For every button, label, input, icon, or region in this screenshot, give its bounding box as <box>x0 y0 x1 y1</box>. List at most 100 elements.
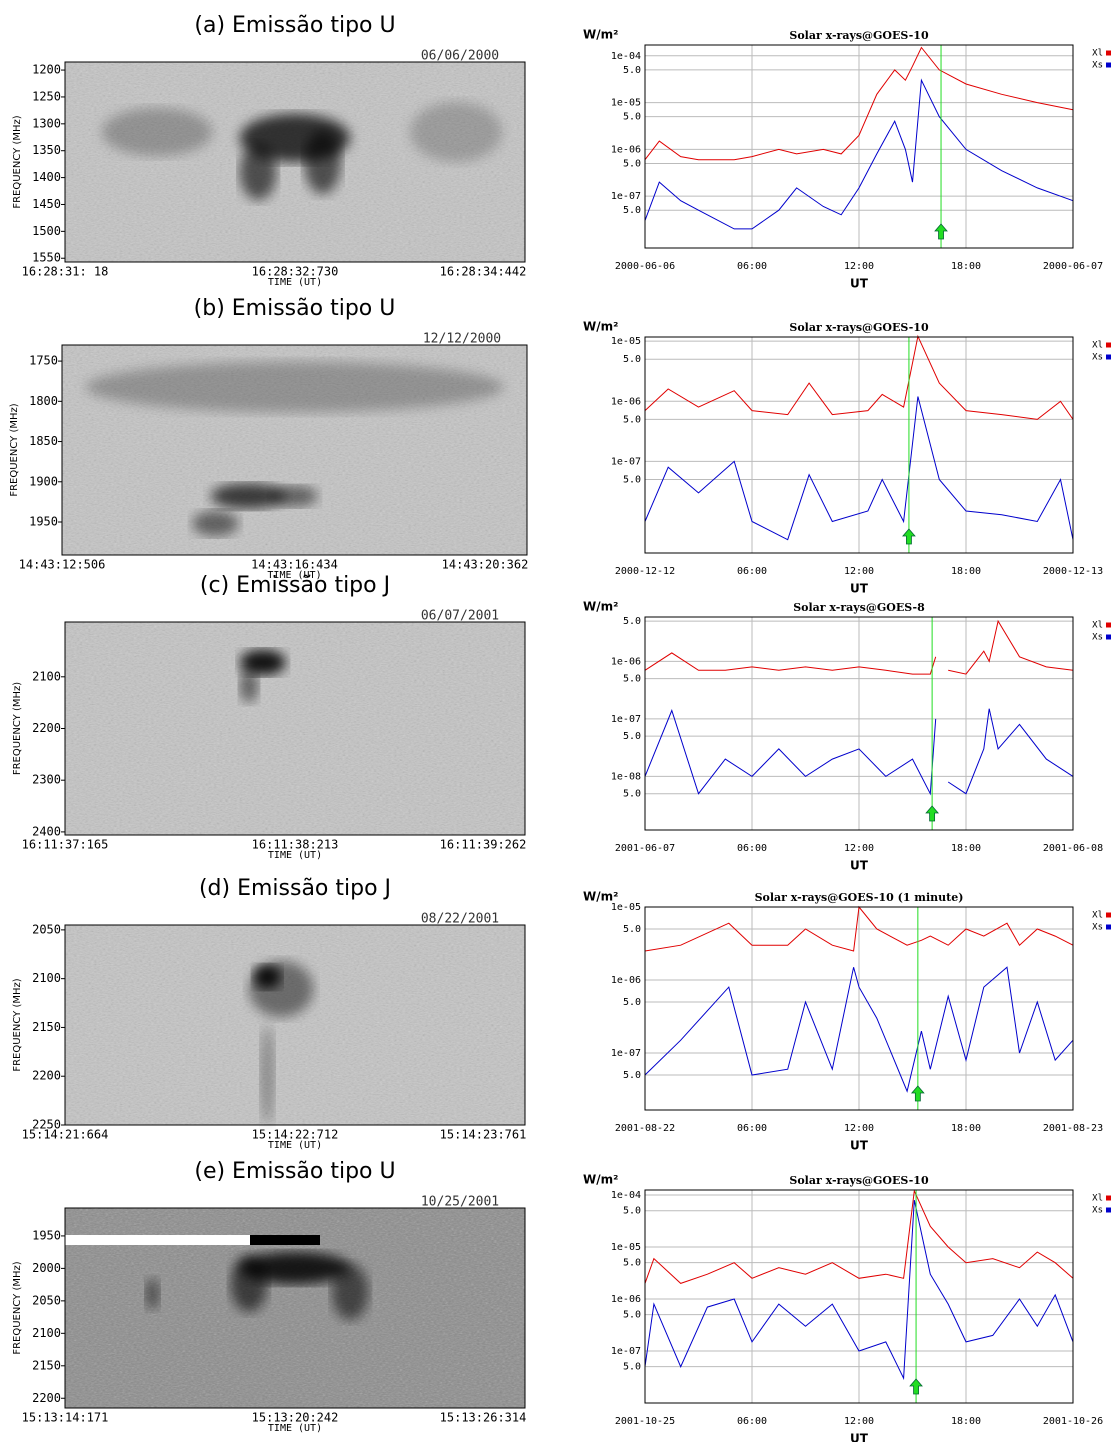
date-label: 06/07/2001 <box>421 609 499 624</box>
y-tick-label: 5.0 <box>623 65 641 76</box>
x-tick-label: 16:28:32:730 <box>252 265 339 279</box>
y-tick-label: 5.0 <box>623 1258 641 1269</box>
x-tick-label: 15:13:26:314 <box>440 1411 527 1425</box>
x-axis-label: TIME (UT) <box>268 1423 322 1434</box>
y-tick-label: 1e-07 <box>611 714 641 725</box>
y-tick-label: 5.0 <box>623 616 641 627</box>
y-tick-label: 2200 <box>32 721 61 735</box>
x-tick-label: 06:00 <box>737 566 767 577</box>
spectrogram-panel: (c) Emissão tipo J 06/07/2001 2100 2200 2300… <box>12 573 526 861</box>
y-axis-label: FREQUENCY (MHz) <box>12 115 23 208</box>
chart-title: Solar x-rays@GOES-10 <box>789 29 929 42</box>
y-tick-label: 1800 <box>29 394 58 408</box>
panel-title: (c) Emissão tipo J <box>200 573 390 598</box>
date-label: 06/06/2000 <box>421 49 499 64</box>
y-tick-label: 1e-07 <box>611 456 641 467</box>
x-tick-label: 15:14:23:761 <box>440 1128 527 1142</box>
spectrogram-panel: (d) Emissão tipo J 08/22/2001 2050 2100 2150… <box>12 876 526 1151</box>
y-tick-label: 1e-04 <box>611 51 641 62</box>
y-tick-label: 1e-06 <box>611 975 641 986</box>
legend-label: Xs <box>1092 1206 1103 1216</box>
x-tick-label: 18:00 <box>951 1123 981 1134</box>
event-arrow <box>934 223 948 240</box>
burst-emission <box>210 483 286 509</box>
y-tick-label: 2100 <box>32 669 61 683</box>
y-tick-label: 1250 <box>32 89 61 103</box>
flux-line <box>644 905 1074 952</box>
date-label: 10/25/2001 <box>421 1195 499 1210</box>
x-tick-label: 18:00 <box>951 261 981 272</box>
x-tick-label: 14:43:12:506 <box>19 558 106 572</box>
x-tick-label: 15:14:22:712 <box>252 1128 339 1142</box>
legend-swatch <box>1106 342 1111 348</box>
event-arrow <box>909 1378 923 1395</box>
x-tick-label: 2001-08-22 <box>615 1123 675 1134</box>
flux-line <box>644 1189 1074 1284</box>
spectrogram-panel: (e) Emissão tipo U 10/25/2001 1950 2000 2050… <box>12 1159 526 1434</box>
goes-panel: Solar x-rays@GOES-10 (1 minute) W/m²1e-05… <box>583 890 1111 1153</box>
flux-line <box>644 966 1074 1093</box>
x-tick-label: 2000-06-06 <box>615 261 675 272</box>
date-label: 12/12/2000 <box>423 332 501 347</box>
y-axis-label: FREQUENCY (MHz) <box>12 978 23 1071</box>
x-tick-label: 2001-08-23 <box>1043 1123 1103 1134</box>
y-tick-label: 2100 <box>32 971 61 985</box>
y-tick-label: 5.0 <box>623 789 641 800</box>
x-tick-label: 12:00 <box>844 843 874 854</box>
y-tick-label: 5.0 <box>623 731 641 742</box>
legend-label: Xs <box>1092 353 1103 363</box>
y-axis-label: FREQUENCY (MHz) <box>12 1261 23 1354</box>
burst-emission <box>410 102 502 162</box>
date-label: 08/22/2001 <box>421 912 499 927</box>
frame <box>64 61 526 263</box>
event-arrow <box>910 1085 925 1102</box>
y-axis-unit: W/m² <box>583 600 618 614</box>
y-tick-label: 5.0 <box>623 924 641 935</box>
x-tick-label: 06:00 <box>737 843 767 854</box>
y-tick-label: 2250 <box>32 1118 61 1132</box>
x-tick-label: 16:28:34:442 <box>440 265 527 279</box>
x-tick-label: 18:00 <box>951 843 981 854</box>
goes-panel: Solar x-rays@GOES-10 W/m² 1e-05 5.0 1e-06 5.0… <box>583 320 1111 596</box>
burst-emission <box>239 1252 351 1284</box>
y-tick-label: 1750 <box>29 354 58 368</box>
x-tick-label: 12:00 <box>844 1123 874 1134</box>
x-axis-label: TIME (UT) <box>268 1140 322 1151</box>
x-axis-label: UT <box>850 582 869 596</box>
burst-emission <box>239 668 259 703</box>
chart-title: Solar x-rays@GOES-10 <box>789 1174 929 1187</box>
y-tick-label: 5.0 <box>623 1206 641 1217</box>
y-tick-label: 2200 <box>32 1391 61 1405</box>
x-axis-label: UT <box>850 277 869 291</box>
x-tick-label: 16:11:38:213 <box>252 838 339 852</box>
x-tick-label: 12:00 <box>844 566 874 577</box>
y-axis-label: FREQUENCY (MHz) <box>9 403 20 496</box>
y-tick-label: 1e-06 <box>611 396 641 407</box>
y-tick-label: 5.0 <box>623 1310 641 1321</box>
event-arrow <box>902 528 916 545</box>
y-tick-label: 2300 <box>32 773 61 787</box>
x-tick-label: 18:00 <box>951 566 981 577</box>
x-tick-label: 2000-12-12 <box>615 566 675 577</box>
y-tick-label: 1e-07 <box>611 191 641 202</box>
x-axis-label: TIME (UT) <box>268 277 322 288</box>
y-axis-unit: W/m² <box>583 1173 618 1187</box>
flux-line <box>644 708 1074 796</box>
legend-swatch <box>1106 354 1111 360</box>
panel-title: (a) Emissão tipo U <box>194 13 395 38</box>
y-tick-label: 5.0 <box>623 997 641 1008</box>
x-tick-label: 15:13:14:171 <box>22 1411 109 1425</box>
x-tick-label: 14:43:20:362 <box>442 558 529 572</box>
y-tick-label: 1e-06 <box>611 1294 641 1305</box>
burst-emission <box>239 144 277 200</box>
burst-emission <box>230 1256 268 1312</box>
y-tick-label: 2100 <box>32 1326 61 1340</box>
y-tick-label: 1850 <box>29 434 58 448</box>
legend-label: Xs <box>1092 633 1103 643</box>
y-tick-label: 5.0 <box>623 414 641 425</box>
y-tick-label: 1e-07 <box>611 1346 641 1357</box>
burst-emission <box>145 1278 160 1310</box>
x-axis-label: UT <box>850 859 869 873</box>
y-tick-label: 5.0 <box>623 158 641 169</box>
